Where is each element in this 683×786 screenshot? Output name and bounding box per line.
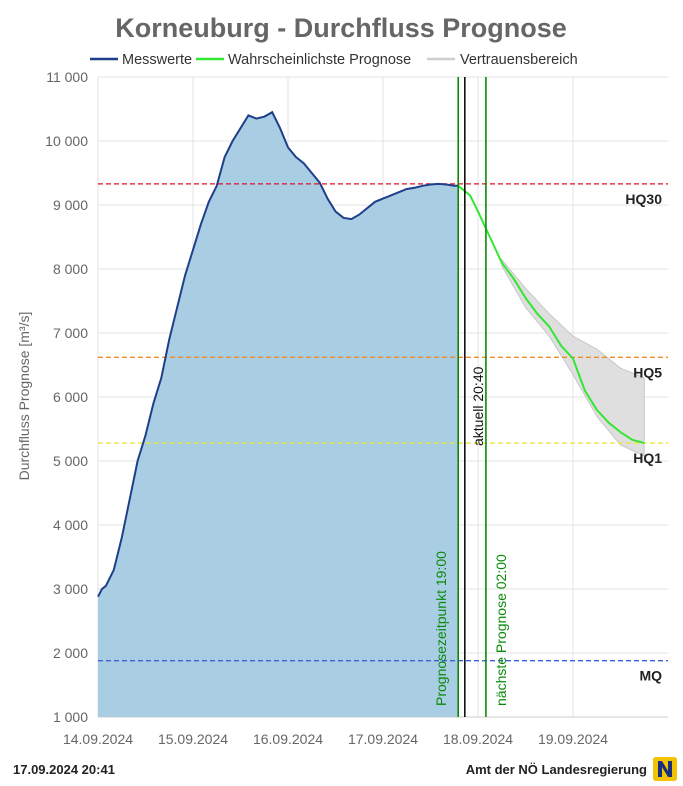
x-tick-label: 16.09.2024 [253, 731, 323, 747]
legend-label[interactable]: Messwerte [122, 52, 192, 68]
threshold-label: MQ [639, 668, 662, 684]
x-tick-label: 15.09.2024 [158, 731, 228, 747]
x-tick-label: 14.09.2024 [63, 731, 133, 747]
chart-title: Korneuburg - Durchfluss Prognose [115, 13, 567, 43]
x-tick-label: 18.09.2024 [443, 731, 513, 747]
y-tick-label: 4 000 [53, 517, 88, 533]
threshold-label: HQ5 [633, 364, 662, 380]
x-tick-label: 17.09.2024 [348, 731, 418, 747]
marker-label: aktuell 20:40 [470, 366, 486, 446]
y-tick-label: 8 000 [53, 261, 88, 277]
legend: Messwerte Wahrscheinlichste Prognose Vertr… [90, 52, 578, 68]
measurement-line [97, 110, 459, 598]
y-tick-label: 11 000 [46, 69, 88, 85]
legend-label[interactable]: Wahrscheinlichste Prognose [228, 52, 411, 68]
y-tick-label: 3 000 [53, 581, 88, 597]
y-tick-label: 1 000 [53, 709, 88, 725]
y-tick-label: 9 000 [53, 197, 88, 213]
marker-label: nächste Prognose 02:00 [493, 554, 509, 706]
y-tick-label: 2 000 [53, 645, 88, 661]
threshold-label: HQ1 [633, 450, 662, 466]
y-axis-label: Durchfluss Prognose [m³/s] [16, 312, 32, 481]
y-tick-label: 5 000 [53, 453, 88, 469]
measurement-area [98, 112, 459, 717]
footer-source: Amt der NÖ Landesregierung [465, 762, 647, 777]
y-tick-label: 6 000 [53, 389, 88, 405]
plot-area: 1 000 2 000 3 000 4 000 5 000 6 000 7 000 8 000… [45, 69, 668, 747]
y-tick-label: 7 000 [53, 325, 88, 341]
footer-timestamp: 17.09.2024 20:41 [13, 762, 115, 777]
threshold-label: HQ30 [625, 191, 662, 207]
legend-label[interactable]: Vertrauensbereich [460, 52, 578, 68]
x-tick-label: 19.09.2024 [538, 731, 608, 747]
y-tick-label: 10 000 [45, 133, 88, 149]
noe-logo-icon [653, 757, 677, 781]
marker-label: Prognosezeitpunkt 19:00 [433, 551, 449, 706]
